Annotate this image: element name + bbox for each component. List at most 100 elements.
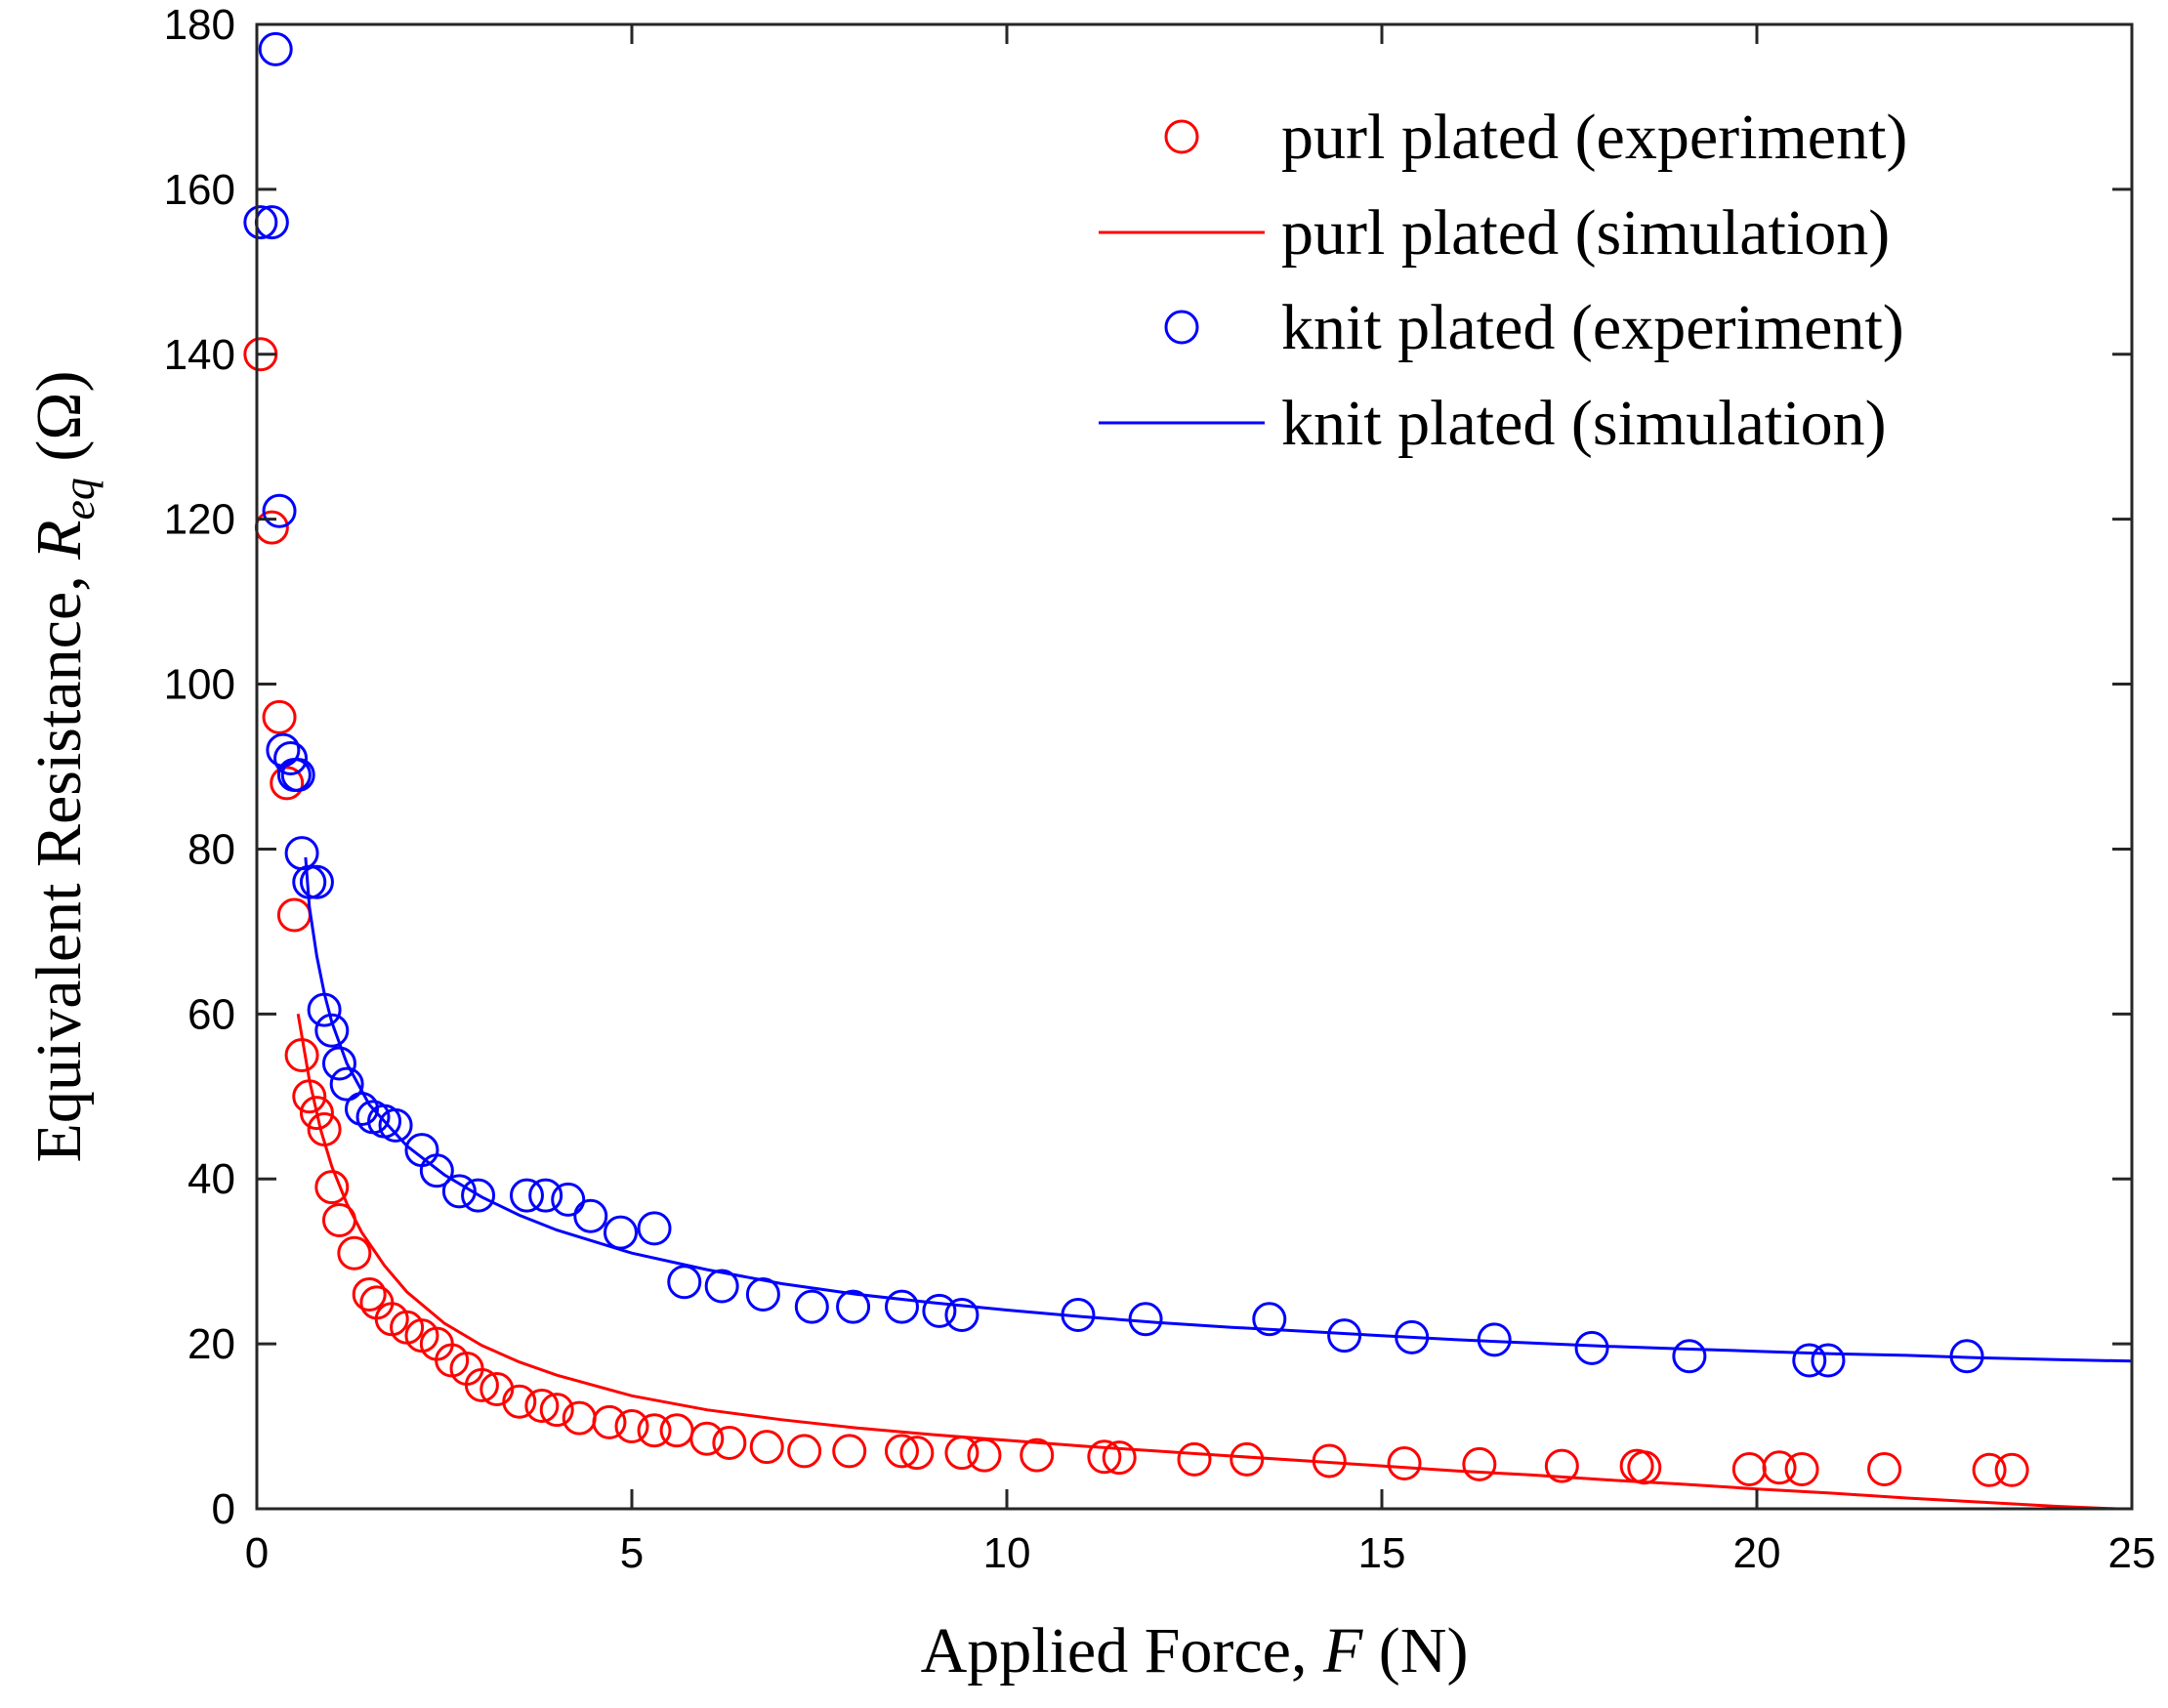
data-point bbox=[262, 699, 297, 734]
x-tick-label: 15 bbox=[1358, 1529, 1406, 1577]
data-point bbox=[1387, 1446, 1422, 1481]
y-tick-label: 100 bbox=[164, 661, 235, 709]
data-point bbox=[1811, 1343, 1846, 1378]
data-point bbox=[836, 1289, 871, 1324]
data-point bbox=[1994, 1452, 2029, 1487]
data-point bbox=[794, 1289, 829, 1324]
data-point bbox=[329, 1066, 364, 1102]
data-point bbox=[299, 864, 334, 899]
y-tick-label: 160 bbox=[164, 166, 235, 214]
data-point bbox=[1020, 1437, 1055, 1473]
y-tick-label: 80 bbox=[188, 825, 235, 873]
data-point bbox=[637, 1211, 672, 1246]
data-point bbox=[1102, 1440, 1137, 1476]
data-point bbox=[337, 1235, 372, 1271]
y-axis-title-subscript: eq bbox=[54, 478, 104, 520]
y-tick-label: 20 bbox=[188, 1320, 235, 1368]
data-point bbox=[1972, 1452, 2007, 1487]
series-3 bbox=[304, 856, 2133, 1363]
x-axis-title-unit: (N) bbox=[1362, 1615, 1468, 1687]
x-tick-label: 0 bbox=[245, 1529, 269, 1577]
data-point bbox=[667, 1265, 702, 1300]
x-tick-label: 10 bbox=[983, 1529, 1031, 1577]
data-point bbox=[524, 1388, 560, 1423]
data-point bbox=[944, 1298, 980, 1333]
data-point bbox=[1462, 1446, 1497, 1481]
series-0 bbox=[243, 337, 2029, 1487]
legend-label: purl plated (simulation) bbox=[1281, 197, 1890, 269]
plot-frame bbox=[255, 22, 2134, 1511]
data-point bbox=[461, 1178, 496, 1213]
data-point bbox=[712, 1425, 747, 1460]
data-point bbox=[614, 1409, 649, 1444]
plot-marks bbox=[243, 31, 2133, 1511]
y-tick-label: 40 bbox=[188, 1155, 235, 1203]
data-point bbox=[314, 1013, 350, 1048]
data-point bbox=[1784, 1451, 1819, 1486]
data-point bbox=[299, 1096, 334, 1131]
data-point bbox=[479, 1372, 515, 1407]
data-point bbox=[704, 1269, 739, 1304]
data-point bbox=[1762, 1450, 1797, 1485]
data-point bbox=[1867, 1451, 1902, 1486]
data-point bbox=[787, 1434, 822, 1469]
legend: purl plated (experiment) purl plated (sim… bbox=[1099, 102, 1907, 459]
data-point bbox=[539, 1393, 574, 1428]
data-point bbox=[258, 31, 293, 66]
data-point bbox=[899, 1436, 935, 1471]
data-point bbox=[1177, 1441, 1212, 1477]
tick-labels: 0 5 10 15 20 25 0 20 40 60 80 100 120 140 160 180 bbox=[164, 1, 2156, 1577]
data-point bbox=[378, 1107, 413, 1143]
data-point bbox=[464, 1367, 499, 1402]
y-tick-label: 60 bbox=[188, 990, 235, 1038]
x-axis-title-symbol: F bbox=[1322, 1615, 1363, 1687]
data-point bbox=[352, 1276, 387, 1312]
x-tick-label: 5 bbox=[620, 1529, 644, 1577]
data-point bbox=[1672, 1339, 1707, 1374]
data-point bbox=[884, 1434, 919, 1469]
y-axis-title: Equivalent Resistance, Req (Ω) bbox=[23, 371, 104, 1163]
data-point bbox=[528, 1178, 563, 1213]
data-point bbox=[1574, 1330, 1609, 1365]
data-point bbox=[1087, 1439, 1122, 1475]
data-point bbox=[314, 1170, 350, 1205]
y-axis-title-text: Equivalent Resistance, bbox=[23, 560, 95, 1163]
y-axis-title-symbol: R bbox=[23, 520, 95, 560]
data-point bbox=[832, 1434, 867, 1469]
legend-label: knit plated (simulation) bbox=[1281, 388, 1887, 459]
series-line bbox=[296, 1014, 2117, 1511]
data-point bbox=[749, 1430, 784, 1465]
series-line bbox=[304, 856, 2133, 1363]
x-tick-label: 20 bbox=[1733, 1529, 1781, 1577]
data-point bbox=[1252, 1302, 1287, 1337]
data-point bbox=[592, 1404, 627, 1439]
x-tick-label: 25 bbox=[2108, 1529, 2156, 1577]
x-axis-title-text: Applied Force, bbox=[921, 1615, 1323, 1687]
series-2 bbox=[243, 31, 1984, 1378]
data-point bbox=[884, 1289, 919, 1324]
legend-label: purl plated (experiment) bbox=[1281, 102, 1907, 173]
legend-marker bbox=[1164, 310, 1199, 345]
y-tick-label: 120 bbox=[164, 496, 235, 544]
data-point bbox=[270, 766, 305, 801]
data-point bbox=[689, 1421, 725, 1456]
data-point bbox=[1544, 1448, 1579, 1483]
y-tick-label: 180 bbox=[164, 1, 235, 49]
data-point bbox=[573, 1198, 608, 1233]
data-point bbox=[243, 205, 278, 240]
data-point bbox=[502, 1384, 537, 1419]
data-point bbox=[321, 1046, 356, 1081]
data-point bbox=[273, 741, 309, 776]
y-tick-label: 140 bbox=[164, 331, 235, 379]
data-point bbox=[419, 1153, 454, 1188]
x-axis-title: Applied Force, F (N) bbox=[921, 1615, 1469, 1687]
data-point bbox=[509, 1178, 544, 1213]
legend-marker bbox=[1164, 119, 1199, 154]
data-point bbox=[1792, 1343, 1827, 1378]
data-point bbox=[262, 493, 297, 528]
axis-ticks bbox=[255, 22, 2134, 1511]
y-axis-title-unit: (Ω) bbox=[23, 371, 95, 479]
data-point bbox=[551, 1182, 586, 1217]
